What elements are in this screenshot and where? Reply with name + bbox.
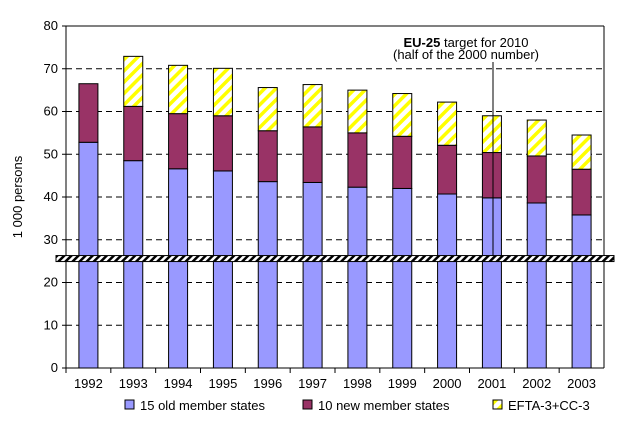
bar-new-1998 xyxy=(347,132,368,188)
x-tick-label: 2003 xyxy=(567,376,596,391)
y-tick-label: 70 xyxy=(44,61,58,76)
bar-efta-1994 xyxy=(168,64,189,115)
bar-old-2001 xyxy=(481,197,502,369)
bar-old-1997 xyxy=(302,181,323,369)
x-tick-label: 1997 xyxy=(298,376,327,391)
bar-old-1994 xyxy=(168,168,189,369)
bar-new-1995 xyxy=(212,115,233,172)
bar-efta-1999 xyxy=(392,93,413,137)
bar-old-1995 xyxy=(212,170,233,369)
y-tick-label: 10 xyxy=(44,317,58,332)
y-tick-label: 0 xyxy=(51,360,58,375)
target-label-line2: (half of the 2000 number) xyxy=(393,47,539,62)
bar-new-2000 xyxy=(437,144,458,195)
legend-swatch xyxy=(492,399,503,410)
bar-old-1993 xyxy=(123,160,144,369)
bar-efta-1993 xyxy=(123,55,144,107)
bar-old-2002 xyxy=(526,202,547,369)
bar-new-1997 xyxy=(302,126,323,183)
y-tick-label: 40 xyxy=(44,189,58,204)
bar-efta-1996 xyxy=(257,87,278,132)
bar-old-2003 xyxy=(571,214,592,369)
x-tick-label: 1996 xyxy=(253,376,282,391)
target-label-rest: target for 2010 xyxy=(440,35,528,50)
x-tick-label: 2000 xyxy=(433,376,462,391)
bar-efta-1998 xyxy=(347,89,368,134)
legend-swatch xyxy=(124,399,135,410)
bar-new-1993 xyxy=(123,105,144,162)
bar-new-2003 xyxy=(571,168,592,216)
target-label: EU-25 target for 2010 xyxy=(403,35,528,50)
bar-old-2000 xyxy=(437,193,458,369)
legend-label: 10 new member states xyxy=(318,398,450,413)
y-tick-label: 30 xyxy=(44,232,58,247)
bar-new-1999 xyxy=(392,135,413,189)
x-tick-label: 1992 xyxy=(74,376,103,391)
x-tick-label: 2001 xyxy=(477,376,506,391)
target-label-bold: EU-25 xyxy=(403,35,440,50)
bar-efta-2003 xyxy=(571,134,592,170)
y-tick-label: 50 xyxy=(44,146,58,161)
x-tick-label: 1995 xyxy=(208,376,237,391)
bar-new-1994 xyxy=(168,113,189,170)
y-tick-label: 80 xyxy=(44,18,58,33)
legend-swatch xyxy=(302,399,313,410)
bar-efta-2000 xyxy=(437,101,458,146)
y-axis-label: 1 000 persons xyxy=(10,155,25,238)
legend-label: EFTA-3+CC-3 xyxy=(508,398,590,413)
x-tick-label: 1998 xyxy=(343,376,372,391)
bar-efta-1995 xyxy=(212,67,233,117)
x-tick-label: 1994 xyxy=(164,376,193,391)
bar-efta-1997 xyxy=(302,84,323,128)
bar-new-1992 xyxy=(78,83,99,143)
x-tick-label: 1999 xyxy=(388,376,417,391)
bar-new-2001 xyxy=(481,152,502,199)
target-line xyxy=(55,255,615,263)
x-tick-label: 1993 xyxy=(119,376,148,391)
y-tick-label: 60 xyxy=(44,104,58,119)
bar-old-1998 xyxy=(347,186,368,369)
x-tick-label: 2002 xyxy=(522,376,551,391)
bar-new-2002 xyxy=(526,155,547,204)
bar-old-1996 xyxy=(257,181,278,369)
y-tick-label: 20 xyxy=(44,275,58,290)
bar-efta-2001 xyxy=(481,115,502,154)
bar-new-1996 xyxy=(257,130,278,183)
bar-old-1999 xyxy=(392,187,413,369)
bar-efta-2002 xyxy=(526,119,547,157)
legend-label: 15 old member states xyxy=(140,398,266,413)
